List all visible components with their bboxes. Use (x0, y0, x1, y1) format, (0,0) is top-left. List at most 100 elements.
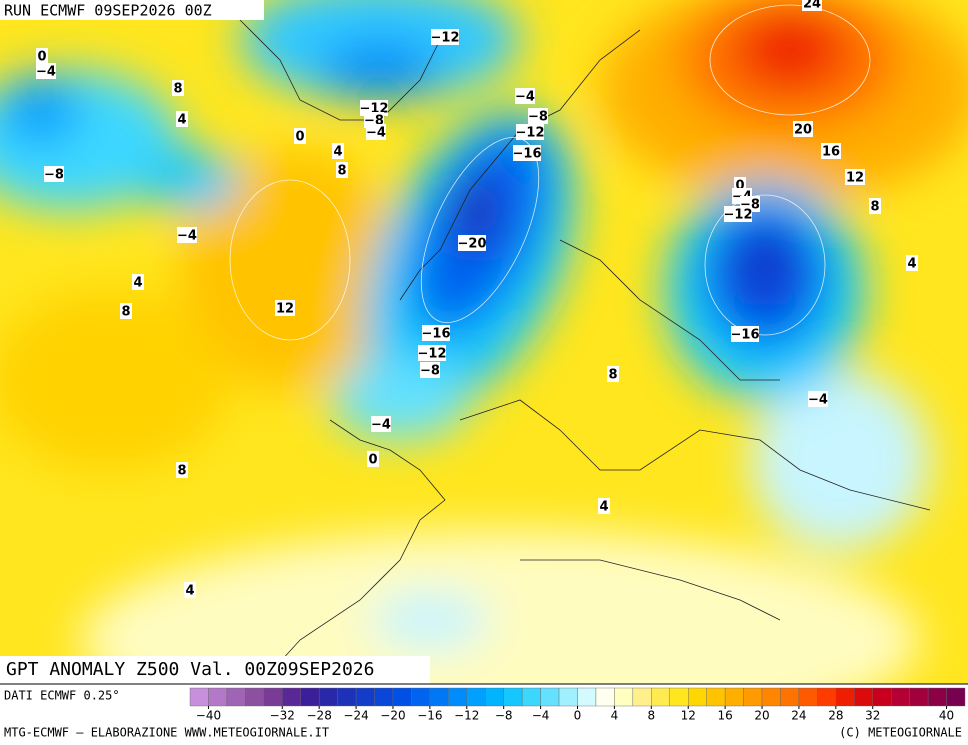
colorbar-swatch (466, 687, 486, 707)
contour-label-bg (845, 169, 865, 185)
contour-label: 0 (735, 179, 744, 194)
colorbar-swatch (521, 687, 541, 707)
contour-label: −12 (418, 347, 447, 362)
contour-label-bg (36, 48, 48, 64)
colorbar-swatch (817, 687, 837, 707)
colorbar-swatch (614, 687, 634, 707)
colorbar-tick-label: 0 (574, 709, 582, 723)
contour-label-bg (528, 108, 548, 124)
contour-label: 12 (846, 171, 864, 186)
contour-label: 4 (599, 500, 608, 515)
colorbar-swatch (927, 687, 947, 707)
colorbar-swatch (724, 687, 744, 707)
contour-label-bg (802, 0, 822, 11)
colorbar-tick-label: 40 (939, 709, 954, 723)
colorbar-tick-label: −20 (380, 709, 405, 723)
map-title: GPT ANOMALY Z500 Val. 00Z09SEP2026 (6, 659, 374, 680)
colorbar-tick-label: −24 (343, 709, 368, 723)
contour-label-bg (176, 462, 188, 478)
contour-label: 8 (337, 164, 346, 179)
contour-label-bg (371, 416, 391, 432)
colorbar-swatch (743, 687, 763, 707)
contour-label: 12 (276, 302, 294, 317)
contour-label-bg (294, 128, 306, 144)
colorbar-swatch (245, 687, 265, 707)
colorbar-swatch (909, 687, 929, 707)
colorbar-swatch (282, 687, 301, 707)
contour-label: −12 (516, 126, 545, 141)
colorbar-swatch (337, 687, 357, 707)
contour-label: 4 (333, 145, 342, 160)
colorbar-swatch (540, 687, 560, 707)
contour-label: 0 (368, 453, 377, 468)
contour-label-bg (36, 63, 56, 79)
contour-label: 4 (185, 584, 194, 599)
contour-label-bg (44, 166, 64, 182)
colorbar-swatch (558, 687, 578, 707)
colorbar-tick-label: −4 (532, 709, 550, 723)
contour-label-bg (120, 303, 132, 319)
contour-label: −4 (36, 65, 56, 80)
contour-label: −4 (366, 126, 386, 141)
contour-label: −16 (422, 327, 451, 342)
footer-right: (C) METEOGIORNALE (839, 726, 962, 740)
contour-label-bg (336, 162, 348, 178)
colorbar-swatch (411, 687, 431, 707)
contour-label: −8 (528, 110, 548, 125)
contour-label-bg (172, 80, 184, 96)
contour-label: 24 (803, 0, 821, 12)
colorbar-swatch (669, 687, 689, 707)
contour-label-bg (598, 498, 610, 514)
contour-label: 8 (608, 368, 617, 383)
contour-label: 16 (822, 145, 840, 160)
coastlines (239, 19, 931, 684)
colorbar-swatch (263, 687, 283, 707)
contour-label-bg (184, 582, 196, 598)
colorbar-swatch (872, 687, 892, 707)
colorbar-swatch (355, 687, 375, 707)
contour-label-bg (177, 227, 197, 243)
colorbar-swatch (448, 687, 467, 707)
colorbar-swatch (485, 687, 504, 707)
colorbar-swatch (189, 687, 209, 707)
contour-label: 4 (133, 276, 142, 291)
contour-label-bg (420, 362, 440, 378)
contour-label: 8 (870, 200, 879, 215)
colorbar-swatch (651, 687, 670, 707)
colorbar-tick-label: −16 (417, 709, 442, 723)
header-box (0, 0, 264, 20)
contour-label: −4 (371, 418, 391, 433)
colorbar-tick-label: 8 (647, 709, 655, 723)
contour-label: 8 (121, 305, 130, 320)
contour-label: −16 (513, 147, 542, 162)
contour-label-bg (515, 88, 535, 104)
colorbar-swatch (835, 687, 855, 707)
contour-label: −12 (431, 31, 460, 46)
colorbar-swatch (226, 687, 246, 707)
contour-label: 20 (794, 123, 812, 138)
colorbar-swatch (577, 687, 597, 707)
contour-label-bg (869, 198, 881, 214)
contour-label-bg (516, 124, 544, 140)
contour-label: −12 (724, 208, 753, 223)
colorbar-swatch (318, 687, 338, 707)
contour-label: −4 (177, 229, 197, 244)
colorbar-swatch (374, 687, 394, 707)
contour-label-bg (607, 366, 619, 382)
contour-label: −4 (808, 393, 828, 408)
colorbar-swatch (429, 687, 449, 707)
colorbar-tick-label: −32 (270, 709, 295, 723)
contour-label: 0 (37, 50, 46, 65)
colorbar-tick-label: 4 (611, 709, 619, 723)
contour-label-bg (332, 143, 344, 159)
contour-label-bg (366, 124, 386, 140)
colorbar-tick-label: 20 (754, 709, 769, 723)
colorbar-tick-label: −8 (495, 709, 513, 723)
colorbar-swatch (392, 687, 412, 707)
contour-label-bg (724, 206, 752, 222)
title-box (0, 656, 430, 684)
contour-label: 8 (177, 464, 186, 479)
contour-label: 8 (173, 82, 182, 97)
